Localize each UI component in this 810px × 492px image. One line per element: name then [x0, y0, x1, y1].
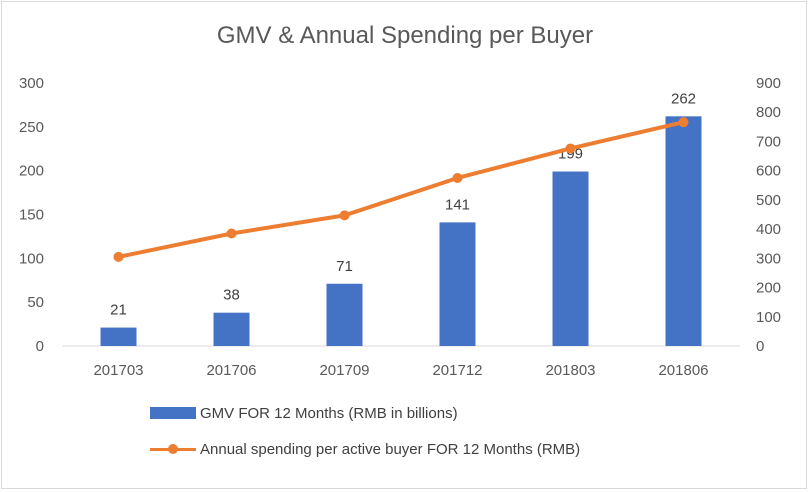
chart-legend: GMV FOR 12 Months (RMB in billions) Annu… [150, 400, 580, 472]
y-tick-label: 300 [19, 75, 44, 92]
y2-tick-label: 200 [756, 280, 781, 297]
y2-tick-label: 400 [756, 221, 781, 238]
y-tick-label: 200 [19, 163, 44, 180]
y-tick-label: 0 [36, 338, 44, 355]
y2-tick-label: 900 [756, 75, 781, 92]
x-tick-label: 201709 [319, 362, 369, 379]
line-marker [678, 117, 689, 128]
x-tick-label: 201803 [545, 362, 595, 379]
legend-label-spending: Annual spending per active buyer FOR 12 … [200, 440, 581, 458]
bar [665, 116, 702, 347]
y2-tick-label: 500 [756, 192, 781, 209]
legend-label-gmv: GMV FOR 12 Months (RMB in billions) [200, 404, 458, 422]
y-tick-label: 50 [27, 294, 44, 311]
line-marker [565, 143, 576, 154]
chart-title: GMV & Annual Spending per Buyer [216, 22, 594, 49]
y2-tick-label: 600 [756, 163, 781, 180]
x-tick-label: 201706 [206, 362, 256, 379]
bar [213, 312, 250, 346]
line-marker [226, 228, 237, 239]
bar-data-label: 262 [671, 90, 696, 107]
legend-line-swatch [150, 443, 196, 455]
y2-tick-label: 100 [756, 309, 781, 326]
bar [100, 327, 137, 346]
spending-line [118, 120, 684, 259]
y2-tick-label: 300 [756, 250, 781, 267]
y2-tick-label: 800 [756, 104, 781, 121]
x-tick-label: 201712 [432, 362, 482, 379]
bar [439, 222, 476, 346]
y-tick-label: 150 [19, 207, 44, 224]
bar-data-label: 21 [110, 302, 127, 319]
x-tick-label: 201806 [658, 362, 708, 379]
line-marker [113, 251, 124, 262]
y-tick-label: 100 [19, 250, 44, 267]
line-marker [339, 210, 350, 221]
line-marker [452, 172, 463, 183]
legend-item-gmv: GMV FOR 12 Months (RMB in billions) [150, 400, 580, 426]
bar [326, 283, 363, 346]
bar-data-label: 71 [336, 258, 353, 275]
legend-bar-swatch [150, 407, 196, 419]
bar-data-label: 38 [223, 287, 240, 304]
y-tick-label: 250 [19, 119, 44, 136]
y2-tick-label: 0 [756, 338, 764, 355]
bar-data-label: 141 [445, 196, 470, 213]
x-tick-label: 201703 [93, 362, 143, 379]
legend-item-spending: Annual spending per active buyer FOR 12 … [150, 436, 580, 462]
y2-tick-label: 700 [756, 133, 781, 150]
bar [552, 171, 589, 346]
